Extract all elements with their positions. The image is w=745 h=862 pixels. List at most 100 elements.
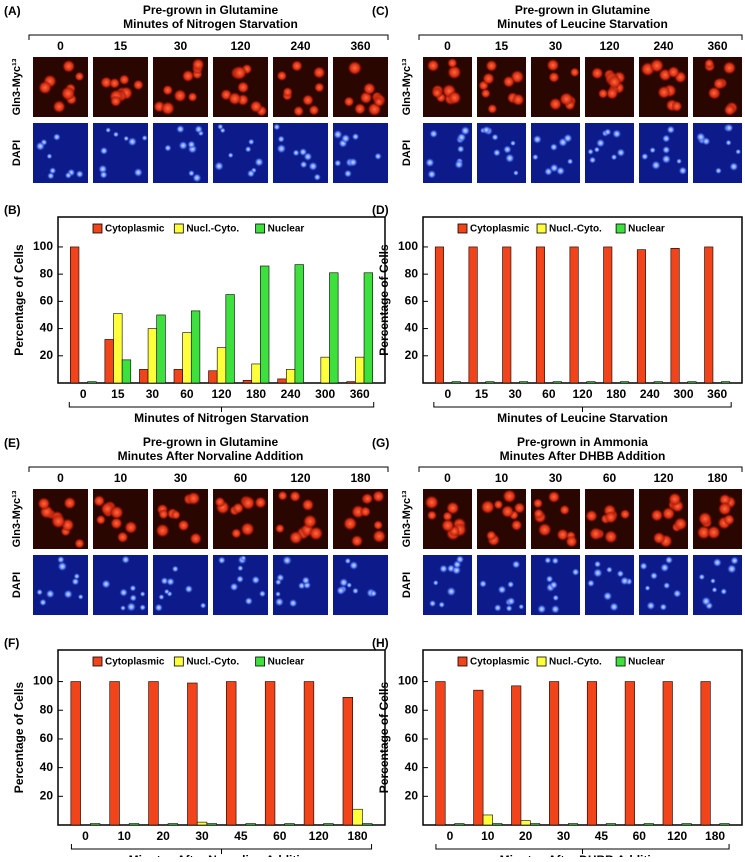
cell bbox=[276, 70, 288, 82]
bar bbox=[329, 272, 339, 384]
bar bbox=[167, 823, 179, 826]
column-label: 120 bbox=[653, 471, 673, 485]
micrograph bbox=[273, 489, 328, 549]
micrograph bbox=[477, 555, 526, 615]
cell bbox=[373, 96, 385, 108]
micrograph bbox=[93, 123, 148, 183]
cell bbox=[518, 603, 525, 610]
panel-label: (H) bbox=[372, 636, 389, 650]
legend-swatch bbox=[92, 656, 103, 667]
cell bbox=[108, 77, 121, 90]
bar bbox=[226, 681, 237, 826]
cell bbox=[339, 577, 349, 588]
column-label: 60 bbox=[603, 471, 617, 485]
cell bbox=[664, 555, 674, 565]
micrograph bbox=[333, 489, 388, 549]
cell bbox=[101, 579, 111, 589]
micrograph bbox=[153, 489, 208, 549]
cell bbox=[445, 501, 460, 515]
cell bbox=[546, 58, 560, 72]
legend-label: Cytoplasmic bbox=[105, 224, 165, 235]
bar bbox=[530, 823, 541, 826]
column-label: 0 bbox=[57, 471, 64, 485]
bar bbox=[320, 356, 330, 384]
cell bbox=[447, 90, 462, 105]
cell bbox=[479, 579, 488, 588]
cell bbox=[64, 171, 73, 180]
cell bbox=[426, 510, 438, 521]
bar bbox=[552, 381, 562, 384]
micrograph bbox=[423, 123, 472, 183]
micrograph bbox=[423, 555, 472, 615]
cell bbox=[343, 96, 355, 108]
cell bbox=[178, 140, 188, 151]
cell bbox=[361, 492, 374, 505]
y-tick-label: 80 bbox=[40, 702, 54, 716]
cell bbox=[77, 593, 84, 600]
column-label: 0 bbox=[444, 39, 451, 53]
cell bbox=[333, 129, 343, 140]
cell bbox=[504, 153, 515, 164]
micrograph bbox=[213, 123, 268, 183]
cell bbox=[454, 159, 464, 170]
cell bbox=[549, 580, 559, 590]
cell bbox=[372, 529, 387, 544]
cell bbox=[276, 143, 287, 154]
bar bbox=[603, 246, 613, 384]
y-tick-label: 40 bbox=[405, 321, 419, 335]
x-tick-label: 180 bbox=[606, 387, 626, 401]
bar bbox=[284, 823, 295, 826]
cell bbox=[480, 499, 496, 515]
bar bbox=[323, 823, 334, 826]
column-label: 10 bbox=[495, 471, 509, 485]
cell bbox=[57, 561, 68, 572]
cell bbox=[592, 567, 603, 578]
cell bbox=[127, 136, 138, 147]
legend-swatch bbox=[92, 223, 103, 234]
column-label: 0 bbox=[444, 471, 451, 485]
bar bbox=[363, 272, 373, 384]
cell bbox=[607, 74, 622, 90]
cell bbox=[701, 596, 712, 607]
cell bbox=[39, 598, 47, 607]
bar bbox=[435, 681, 446, 826]
x-tick-label: 360 bbox=[350, 387, 370, 401]
panel-label: (A) bbox=[4, 4, 21, 18]
legend-label: Nucl.-Cyto. bbox=[186, 224, 239, 235]
bar bbox=[208, 370, 218, 384]
cell bbox=[369, 589, 378, 598]
cell bbox=[191, 57, 205, 72]
cell bbox=[232, 65, 248, 81]
legend-label: Cytoplasmic bbox=[105, 657, 165, 668]
cell bbox=[704, 58, 715, 69]
micrograph bbox=[585, 555, 634, 615]
column-label: 120 bbox=[230, 39, 250, 53]
bar bbox=[624, 681, 635, 826]
cell bbox=[171, 565, 179, 573]
bar bbox=[704, 246, 714, 384]
cell bbox=[240, 521, 255, 537]
bar bbox=[196, 821, 208, 826]
bar bbox=[139, 369, 149, 384]
y-tick-label: 60 bbox=[405, 294, 419, 308]
bar bbox=[352, 808, 363, 826]
column-label: 30 bbox=[549, 39, 563, 53]
cell bbox=[537, 604, 547, 614]
cell bbox=[510, 519, 523, 532]
bar bbox=[502, 246, 512, 384]
y-tick-label: 80 bbox=[405, 702, 419, 716]
cell bbox=[217, 556, 226, 565]
x-tick-label: 0 bbox=[82, 829, 89, 843]
cell bbox=[485, 530, 497, 541]
y-tick-label: 20 bbox=[40, 788, 54, 802]
cell bbox=[351, 132, 360, 141]
cell bbox=[605, 86, 619, 100]
cell bbox=[301, 498, 315, 512]
bar bbox=[549, 681, 560, 826]
y-tick-label: 100 bbox=[33, 674, 53, 688]
cell bbox=[292, 149, 300, 157]
cell bbox=[559, 91, 574, 107]
column-label: 240 bbox=[653, 39, 673, 53]
micrograph bbox=[33, 123, 88, 183]
cell bbox=[590, 66, 604, 80]
